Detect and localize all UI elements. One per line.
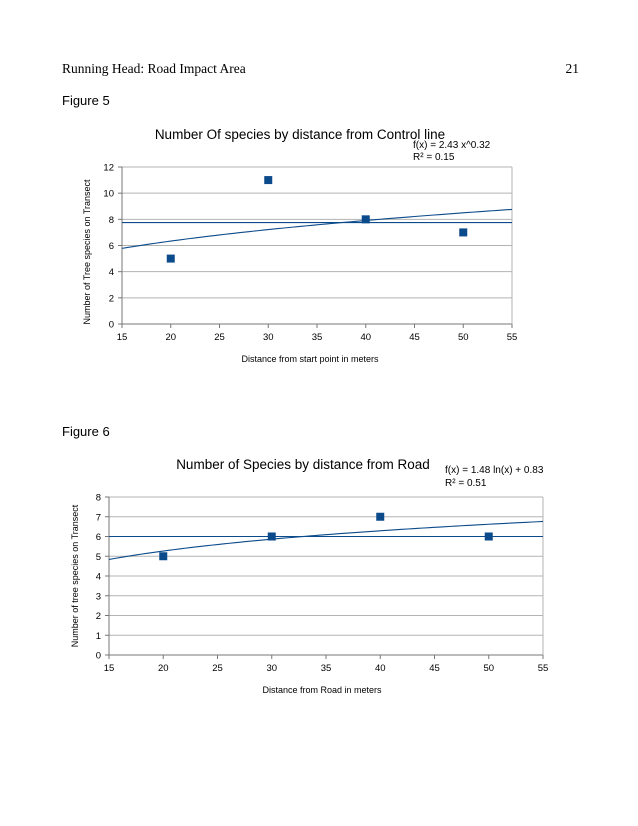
x-tick-label: 35 — [312, 332, 323, 343]
x-tick-labels: 15 20 25 30 35 40 45 50 55 — [104, 663, 549, 674]
x-tick-label: 25 — [214, 332, 225, 343]
x-tick-label: 30 — [266, 663, 277, 674]
y-tick-label: 6 — [96, 532, 101, 543]
x-tick-label: 45 — [409, 332, 420, 343]
y-tick-label: 0 — [109, 320, 114, 331]
x-tick-label: 30 — [263, 332, 274, 343]
x-axis-label: Distance from start point in meters — [241, 354, 379, 364]
log-trendline — [108, 520, 544, 560]
y-tick-label: 12 — [103, 163, 114, 174]
x-tick-label: 55 — [507, 332, 518, 343]
y-tick-label: 2 — [109, 293, 114, 304]
data-points — [166, 176, 468, 263]
y-tick-label: 4 — [96, 572, 101, 583]
trendline-r-squared: R² = 0.15 — [413, 152, 455, 163]
trendlines — [108, 520, 544, 560]
figure-6-scatter-chart: Number of Species by distance from Road … — [70, 457, 549, 695]
y-tick-label: 8 — [96, 493, 101, 504]
data-points — [159, 512, 493, 561]
gridlines — [105, 496, 544, 659]
y-tick-label: 8 — [109, 215, 114, 226]
y-axis-label: Number of tree species on Transect — [70, 504, 80, 647]
data-point — [376, 512, 385, 521]
y-tick-labels: 0 2 4 6 8 10 12 — [103, 163, 114, 331]
gridlines — [118, 166, 513, 328]
data-point — [166, 254, 175, 263]
data-point — [361, 215, 370, 224]
x-tick-label: 50 — [483, 663, 494, 674]
x-tick-label: 50 — [458, 332, 469, 343]
figure-5-label: Figure 5 — [62, 93, 110, 108]
figure-5-scatter-chart: Number Of species by distance from Contr… — [82, 127, 518, 364]
x-tick-label: 15 — [104, 663, 115, 674]
x-tick-label: 55 — [538, 663, 549, 674]
y-tick-label: 1 — [96, 631, 101, 642]
x-tick-label: 40 — [360, 332, 371, 343]
x-tick-label: 40 — [375, 663, 386, 674]
y-tick-label: 7 — [96, 512, 101, 523]
y-tick-label: 3 — [96, 591, 101, 602]
y-tick-label: 0 — [96, 651, 101, 662]
y-tick-label: 4 — [109, 267, 114, 278]
x-tick-labels: 15 20 25 30 35 40 45 50 55 — [117, 332, 518, 343]
chart-title: Number of Species by distance from Road — [176, 457, 430, 472]
y-tick-labels: 0 1 2 3 4 5 6 7 8 — [96, 493, 101, 662]
y-tick-label: 5 — [96, 552, 101, 563]
running-head: Running Head: Road Impact Area — [62, 61, 246, 76]
trendline-equation: f(x) = 2.43 x^0.32 — [413, 140, 491, 151]
data-point — [264, 176, 273, 185]
trendline-equation: f(x) = 1.48 ln(x) + 0.83 — [445, 465, 544, 476]
page-number: 21 — [565, 61, 580, 76]
chart-title: Number Of species by distance from Contr… — [155, 127, 445, 142]
x-tick-label: 35 — [321, 663, 332, 674]
trendline-r-squared: R² = 0.51 — [445, 478, 487, 489]
y-tick-label: 6 — [109, 241, 114, 252]
y-axis-label: Number of Tree species on Transect — [82, 179, 92, 325]
x-tick-label: 15 — [117, 332, 128, 343]
trendlines — [121, 208, 513, 249]
power-trendline — [121, 208, 513, 249]
data-point — [267, 532, 276, 541]
data-point — [459, 228, 468, 237]
x-tick-label: 20 — [165, 332, 176, 343]
y-tick-label: 2 — [96, 611, 101, 622]
figure-6-label: Figure 6 — [62, 424, 110, 439]
x-axis-label: Distance from Road in meters — [262, 685, 382, 695]
data-point — [484, 532, 493, 541]
data-point — [159, 552, 168, 561]
y-tick-label: 10 — [103, 189, 114, 200]
x-tick-label: 20 — [158, 663, 169, 674]
x-tick-label: 45 — [429, 663, 440, 674]
x-tick-label: 25 — [212, 663, 223, 674]
